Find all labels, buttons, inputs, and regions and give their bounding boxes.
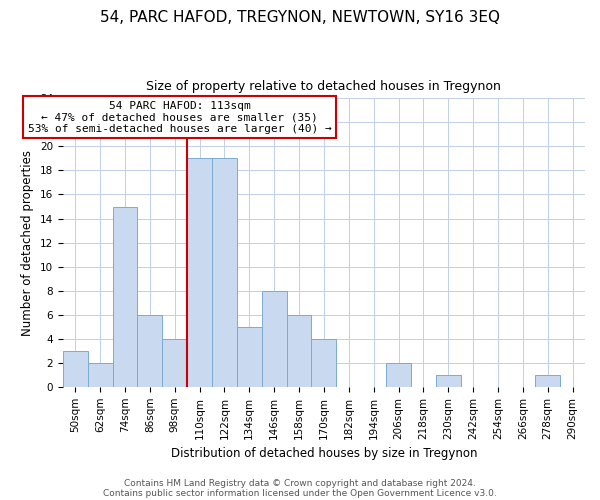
Bar [88,363,113,387]
Text: Contains HM Land Registry data © Crown copyright and database right 2024.: Contains HM Land Registry data © Crown c… [124,478,476,488]
Bar [386,363,411,387]
Text: 54 PARC HAFOD: 113sqm
← 47% of detached houses are smaller (35)
53% of semi-deta: 54 PARC HAFOD: 113sqm ← 47% of detached … [28,100,332,134]
Bar [113,206,137,387]
Bar [311,338,337,387]
Text: Contains public sector information licensed under the Open Government Licence v3: Contains public sector information licen… [103,488,497,498]
Y-axis label: Number of detached properties: Number of detached properties [21,150,34,336]
Title: Size of property relative to detached houses in Tregynon: Size of property relative to detached ho… [146,80,502,93]
Bar [436,375,461,387]
Bar [237,326,262,387]
Bar [162,338,187,387]
Bar [287,314,311,387]
X-axis label: Distribution of detached houses by size in Tregynon: Distribution of detached houses by size … [170,447,477,460]
Bar [137,314,162,387]
Bar [212,158,237,387]
Bar [187,158,212,387]
Bar [262,290,287,387]
Bar [535,375,560,387]
Text: 54, PARC HAFOD, TREGYNON, NEWTOWN, SY16 3EQ: 54, PARC HAFOD, TREGYNON, NEWTOWN, SY16 … [100,10,500,25]
Bar [63,351,88,387]
